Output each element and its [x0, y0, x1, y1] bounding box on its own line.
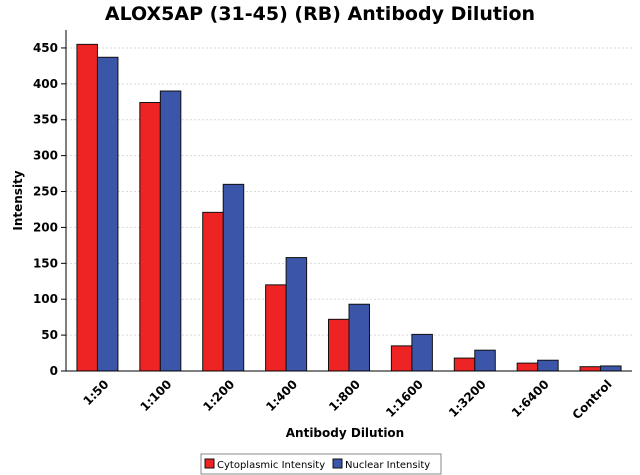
- x-tick-label: 1:50: [80, 377, 111, 408]
- y-tick-label: 400: [33, 77, 58, 91]
- x-tick-label: 1:6400: [509, 377, 552, 420]
- legend: Cytoplasmic Intensity Nuclear Intensity: [200, 453, 442, 475]
- bar-cytoplasmic: [579, 366, 602, 372]
- bar-nuclear: [159, 90, 182, 372]
- bar-cytoplasmic: [202, 211, 224, 372]
- x-tick-label: 1:400: [263, 377, 300, 414]
- y-tick-label: 150: [33, 256, 58, 270]
- bar-nuclear: [285, 257, 308, 372]
- bar-nuclear: [600, 365, 622, 372]
- bar-nuclear: [96, 56, 119, 372]
- x-tick-label: Control: [570, 377, 615, 422]
- legend-swatch: [332, 458, 343, 469]
- y-axis-ticks: 0 50 100 150 200 250 300 350 400 450: [33, 41, 66, 378]
- bar-nuclear: [537, 359, 559, 372]
- y-tick-label: 450: [33, 41, 58, 55]
- bar-nuclear: [474, 349, 496, 372]
- legend-box: [200, 453, 442, 475]
- y-tick-label: 350: [33, 113, 58, 127]
- y-tick-label: 50: [41, 328, 58, 342]
- y-tick-label: 0: [50, 364, 58, 378]
- y-axis-label: Intensity: [11, 170, 25, 230]
- bar-nuclear: [411, 333, 433, 372]
- legend-swatch: [204, 458, 215, 469]
- legend-label: Nuclear Intensity: [345, 460, 430, 471]
- bar-cytoplasmic: [453, 357, 476, 372]
- bar-nuclear: [348, 303, 370, 372]
- bar-cytoplasmic: [76, 43, 98, 372]
- y-tick-label: 200: [33, 220, 58, 234]
- bar-cytoplasmic: [516, 362, 539, 372]
- bar-cytoplasmic: [265, 284, 287, 372]
- y-tick-label: 250: [33, 185, 58, 199]
- legend-label: Cytoplasmic Intensity: [217, 460, 325, 471]
- y-tick-label: 300: [33, 149, 58, 163]
- y-tick-label: 100: [33, 292, 58, 306]
- bar-cytoplasmic: [390, 345, 413, 372]
- x-tick-label: 1:200: [200, 377, 237, 414]
- bar-cytoplasmic: [139, 102, 161, 372]
- x-tick-label: 1:3200: [446, 377, 489, 420]
- x-axis-ticks: 1:50 1:100 1:200 1:400 1:800 1:1600 1:3200 1:64…: [80, 377, 614, 422]
- x-tick-label: 1:1600: [383, 377, 426, 420]
- chart-title: ALOX5AP (31-45) (RB) Antibody Dilution: [105, 3, 535, 25]
- x-axis-label: Antibody Dilution: [286, 426, 404, 440]
- bar-cytoplasmic: [328, 318, 350, 372]
- bars: [76, 43, 622, 372]
- x-tick-label: 1:100: [137, 377, 174, 414]
- bar-nuclear: [222, 183, 245, 372]
- x-tick-label: 1:800: [326, 377, 363, 414]
